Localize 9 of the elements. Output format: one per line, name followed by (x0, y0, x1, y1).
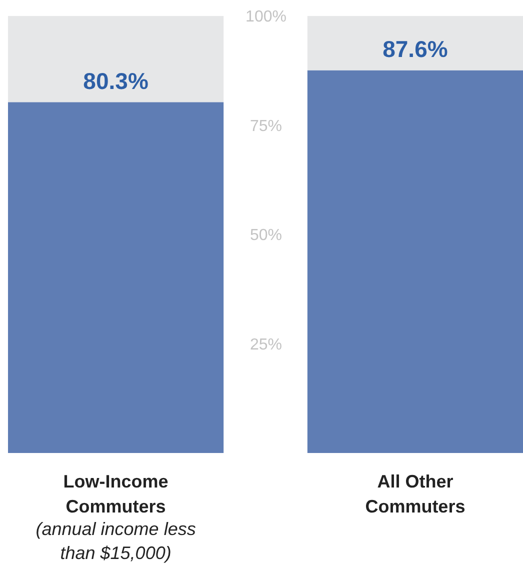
x-tick-label: Low-Income Commuters (63, 472, 168, 516)
y-tick-label: 75% (250, 118, 282, 135)
x-tick-label: All Other Commuters (365, 472, 466, 516)
y-tick-label: 25% (250, 336, 282, 354)
data-label: 80.3% (83, 68, 148, 94)
y-tick-label: 50% (250, 227, 282, 244)
data-label: 87.6% (382, 36, 448, 62)
text: (annual income less than $15,000) (36, 519, 196, 563)
y-tick-label: 100% (246, 8, 286, 26)
